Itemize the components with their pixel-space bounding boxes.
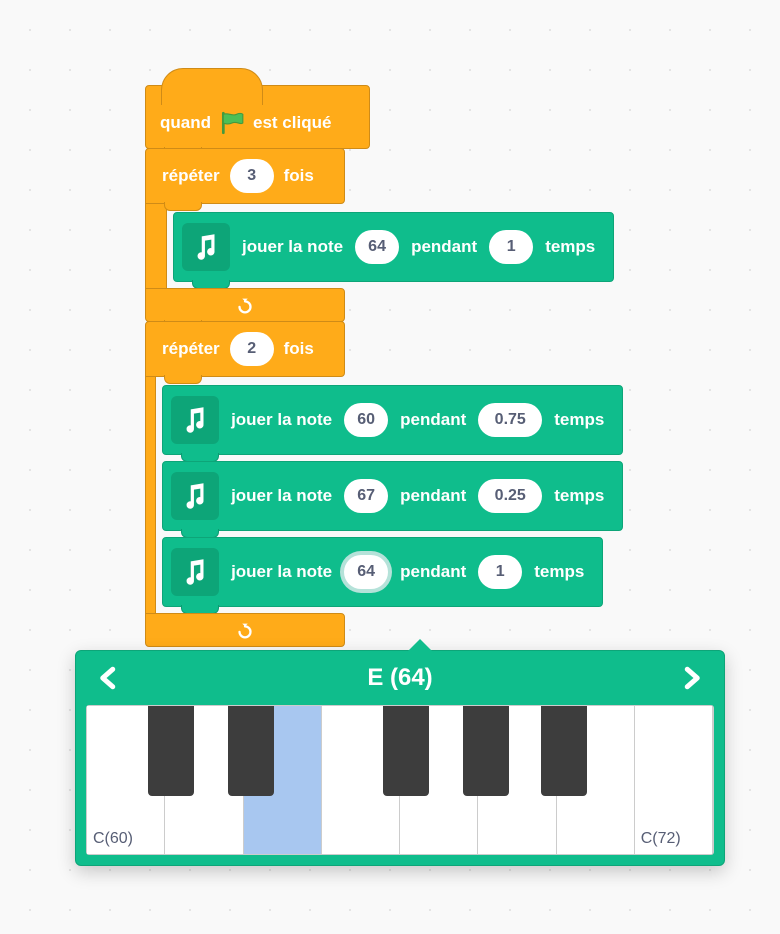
music-notes-icon — [182, 223, 230, 271]
play-note-block[interactable]: jouer la note 64 pendant 1 temps — [162, 537, 603, 607]
repeat-block-1[interactable]: répéter 3 fois jouer la note 64 pendant 1 te… — [145, 148, 780, 322]
beats-input[interactable]: 0.75 — [478, 403, 542, 437]
loop-arrow-icon — [234, 294, 256, 316]
blocks-workspace: quand est cliqué répéter 3 fois jouer la… — [145, 85, 780, 647]
hat-text-before: quand — [160, 113, 211, 133]
hat-text-after: est cliqué — [253, 113, 331, 133]
music-notes-icon — [171, 472, 219, 520]
play-note-label-before: jouer la note — [231, 562, 332, 582]
play-note-label-mid: pendant — [400, 410, 466, 430]
repeat-count-input[interactable]: 2 — [230, 332, 274, 366]
play-note-label-after: temps — [534, 562, 584, 582]
play-note-block[interactable]: jouer la note 67 pendant 0.25 temps — [162, 461, 623, 531]
note-picker-title: E (64) — [367, 664, 432, 692]
play-note-label-after: temps — [545, 237, 595, 257]
octave-left-button[interactable] — [94, 663, 124, 693]
loop-arrow-icon — [234, 619, 256, 641]
piano-black-key[interactable] — [228, 706, 274, 796]
play-note-label-mid: pendant — [400, 486, 466, 506]
repeat-label-after: fois — [284, 339, 314, 359]
note-input[interactable]: 64 — [355, 230, 399, 264]
repeat-label-before: répéter — [162, 339, 220, 359]
piano-black-key[interactable] — [463, 706, 509, 796]
green-flag-icon — [219, 109, 245, 137]
repeat-block-2[interactable]: répéter 2 fois jouer la note 60 pendant 0.7… — [145, 321, 780, 647]
beats-input[interactable]: 1 — [478, 555, 522, 589]
play-note-block[interactable]: jouer la note 60 pendant 0.75 temps — [162, 385, 623, 455]
piano-black-key[interactable] — [148, 706, 194, 796]
octave-right-button[interactable] — [676, 663, 706, 693]
repeat-count-input[interactable]: 3 — [230, 159, 274, 193]
note-input[interactable]: 64 — [344, 555, 388, 589]
music-notes-icon — [171, 396, 219, 444]
play-note-label-after: temps — [554, 486, 604, 506]
piano-black-key[interactable] — [383, 706, 429, 796]
music-notes-icon — [171, 548, 219, 596]
beats-input[interactable]: 1 — [489, 230, 533, 264]
repeat-label-after: fois — [284, 166, 314, 186]
play-note-label-before: jouer la note — [231, 486, 332, 506]
play-note-label-mid: pendant — [411, 237, 477, 257]
piano-white-key[interactable]: C(72) — [635, 706, 713, 854]
play-note-label-before: jouer la note — [242, 237, 343, 257]
play-note-block[interactable]: jouer la note 64 pendant 1 temps — [173, 212, 614, 282]
note-input[interactable]: 60 — [344, 403, 388, 437]
play-note-label-after: temps — [554, 410, 604, 430]
play-note-label-mid: pendant — [400, 562, 466, 582]
note-picker-popup: E (64) C(60)C(72) — [75, 650, 725, 866]
play-note-label-before: jouer la note — [231, 410, 332, 430]
beats-input[interactable]: 0.25 — [478, 479, 542, 513]
piano-black-key[interactable] — [541, 706, 587, 796]
repeat-label-before: répéter — [162, 166, 220, 186]
when-flag-clicked-block[interactable]: quand est cliqué — [145, 85, 370, 149]
piano-keyboard: C(60)C(72) — [86, 705, 714, 855]
note-input[interactable]: 67 — [344, 479, 388, 513]
